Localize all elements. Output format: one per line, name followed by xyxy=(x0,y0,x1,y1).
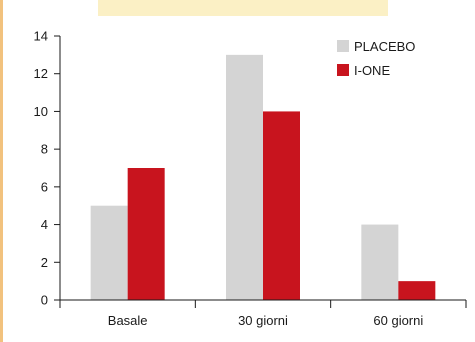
legend-label: PLACEBO xyxy=(354,39,415,54)
bar-i-one-1 xyxy=(127,168,165,300)
bar-i-one-3 xyxy=(398,281,436,300)
legend: PLACEBO I-ONE xyxy=(337,39,415,78)
x-tick-label: 60 giorni xyxy=(373,313,423,328)
y-tick-label: 10 xyxy=(34,104,48,119)
legend-swatch xyxy=(337,64,349,76)
y-ticks-group: 0 2 4 6 8 10 12 14 xyxy=(34,29,60,308)
bar-i-one-2 xyxy=(263,111,300,300)
y-tick-label: 8 xyxy=(41,142,48,157)
y-tick-label: 0 xyxy=(41,293,48,308)
axes-group xyxy=(59,36,466,301)
y-tick-label: 2 xyxy=(41,255,48,270)
y-tick-label: 4 xyxy=(41,217,48,232)
legend-swatch xyxy=(337,40,349,52)
x-ticks-group: Basale 30 giorni 60 giorni xyxy=(59,300,467,328)
bars-group xyxy=(90,54,436,300)
top-band xyxy=(98,0,388,16)
y-tick-label: 14 xyxy=(34,29,48,44)
x-tick-label: 30 giorni xyxy=(238,313,288,328)
x-tick-label: Basale xyxy=(108,313,148,328)
bar-placebo-1 xyxy=(90,205,128,300)
y-tick-label: 6 xyxy=(41,179,48,194)
bar-placebo-3 xyxy=(361,224,399,300)
y-tick-label: 12 xyxy=(34,66,48,81)
bar-placebo-2 xyxy=(226,54,263,300)
legend-label: I-ONE xyxy=(354,63,390,78)
